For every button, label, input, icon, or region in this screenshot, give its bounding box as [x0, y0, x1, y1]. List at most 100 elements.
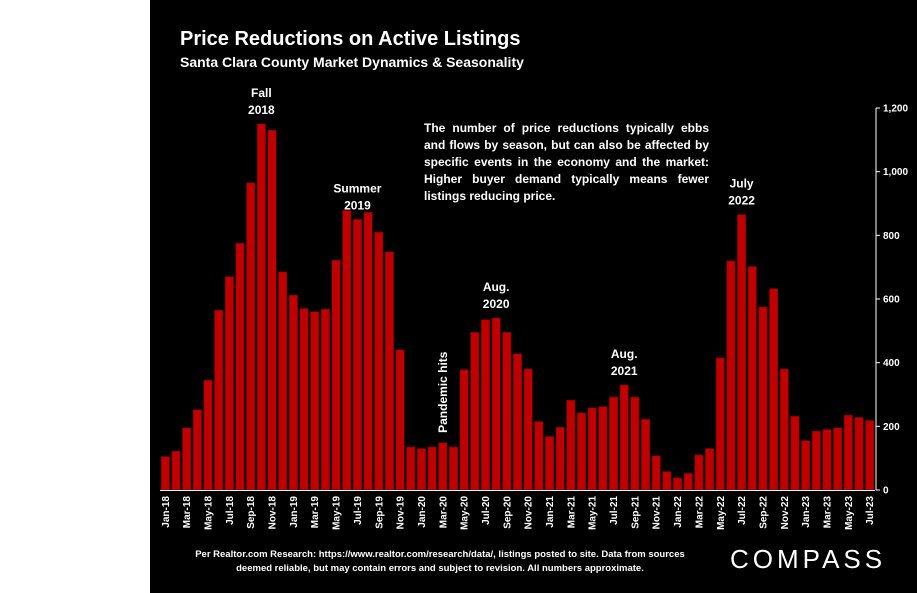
- x-tick-label: May-23: [844, 496, 855, 530]
- bar: [726, 260, 736, 491]
- bar: [384, 251, 394, 491]
- chart-subtitle: Santa Clara County Market Dynamics & Sea…: [180, 54, 524, 70]
- x-tick-label: Nov-18: [268, 496, 279, 530]
- bar: [481, 319, 490, 491]
- x-tick-label: Jul-19: [353, 496, 364, 525]
- y-tick-label: 1,000: [883, 167, 908, 178]
- annotation-label: 2022: [728, 194, 755, 208]
- annotation-label: Pandemic hits: [436, 351, 450, 433]
- y-tick-label: 600: [883, 295, 900, 306]
- bar: [609, 396, 619, 491]
- bar: [449, 446, 458, 491]
- bar: [203, 379, 213, 491]
- bar: [801, 440, 811, 491]
- bar: [374, 231, 384, 491]
- bar: [790, 415, 800, 491]
- bar: [566, 399, 576, 491]
- bar: [641, 419, 651, 491]
- x-tick-label: May-19: [332, 496, 343, 530]
- chart-panel: [150, 0, 917, 593]
- y-tick-label: 400: [883, 358, 900, 369]
- bar: [427, 446, 437, 491]
- x-tick-label: Mar-22: [694, 496, 705, 529]
- bar: [854, 417, 864, 491]
- chart-title: Price Reductions on Active Listings: [180, 28, 521, 50]
- annotation-label: Summer: [333, 181, 381, 195]
- bar: [214, 309, 224, 491]
- bar: [502, 332, 512, 491]
- bar: [705, 448, 715, 491]
- x-tick-label: Jan-23: [801, 496, 812, 528]
- x-tick-label: Jan-20: [417, 496, 428, 528]
- x-tick-label: Sep-21: [630, 496, 641, 529]
- bar: [587, 407, 597, 491]
- bar: [160, 456, 170, 491]
- x-tick-label: Jul-20: [481, 496, 492, 525]
- bar: [822, 429, 832, 491]
- bar: [598, 406, 608, 491]
- bar: [523, 368, 533, 491]
- bar: [555, 426, 565, 491]
- bar: [833, 427, 843, 491]
- bar: [737, 214, 747, 491]
- x-tick-label: Sep-22: [758, 496, 769, 529]
- bar: [513, 353, 522, 491]
- bar: [811, 430, 821, 491]
- bar: [662, 471, 672, 491]
- bar: [470, 332, 480, 491]
- bar: [416, 448, 426, 491]
- bar: [577, 412, 586, 491]
- x-tick-label: May-20: [460, 496, 471, 530]
- bar: [235, 242, 245, 491]
- bar: [171, 450, 181, 491]
- bar: [246, 182, 256, 491]
- bar: [843, 414, 853, 491]
- x-tick-label: Mar-18: [182, 496, 193, 529]
- bar: [267, 129, 277, 491]
- annotation-label: 2018: [248, 103, 275, 117]
- y-tick-label: 200: [883, 422, 900, 433]
- bar: [715, 357, 725, 491]
- x-tick-label: Jan-18: [161, 496, 172, 528]
- bar: [310, 311, 320, 491]
- x-tick-label: Jan-22: [673, 496, 684, 528]
- bar: [395, 349, 405, 491]
- x-tick-label: Nov-22: [780, 496, 791, 530]
- x-tick-label: Sep-18: [246, 496, 257, 529]
- bar: [865, 420, 875, 491]
- annotation-label: 2019: [344, 198, 371, 212]
- bar: [342, 210, 352, 491]
- bar: [491, 317, 501, 491]
- bar: [673, 477, 683, 491]
- bar: [683, 473, 693, 491]
- x-tick-label: Nov-19: [396, 496, 407, 530]
- bar: [352, 219, 362, 491]
- bar: [651, 455, 661, 491]
- x-tick-label: Jul-23: [865, 496, 876, 525]
- bar: [619, 384, 629, 491]
- bar: [363, 212, 373, 491]
- x-tick-label: Jul-22: [737, 496, 748, 525]
- x-tick-label: Mar-19: [310, 496, 321, 529]
- bar: [779, 368, 789, 491]
- bar: [694, 454, 704, 491]
- x-tick-label: May-18: [204, 496, 215, 530]
- footer-source-note: Per Realtor.com Research: https://www.re…: [195, 549, 685, 574]
- bar: [182, 427, 192, 491]
- x-tick-label: Nov-20: [524, 496, 535, 530]
- bar: [534, 421, 544, 491]
- x-tick-label: Mar-23: [822, 496, 833, 529]
- bar: [288, 294, 298, 491]
- x-tick-label: May-22: [716, 496, 727, 530]
- bar: [459, 369, 469, 491]
- bar: [331, 259, 341, 491]
- annotation-label: 2021: [611, 364, 638, 378]
- x-tick-label: Jan-19: [289, 496, 300, 528]
- annotation-label: Aug.: [611, 347, 638, 361]
- compass-logo: COMPASS: [730, 544, 887, 574]
- annotation-label: Fall: [251, 86, 272, 100]
- bar: [769, 288, 779, 491]
- y-tick-label: 0: [883, 486, 889, 497]
- x-tick-label: May-21: [588, 496, 599, 530]
